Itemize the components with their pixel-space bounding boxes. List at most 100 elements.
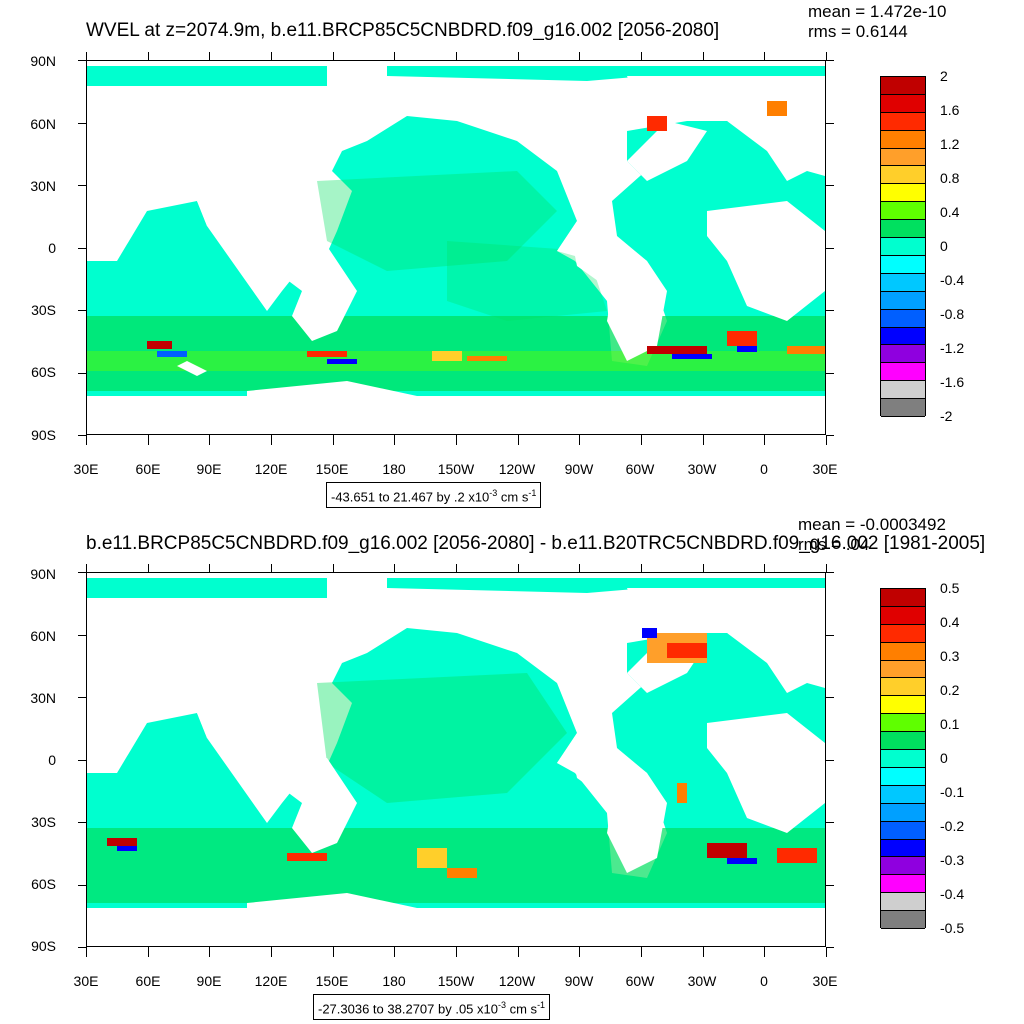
x-tick bbox=[826, 52, 827, 60]
y-tick bbox=[826, 822, 834, 823]
legend-swatch bbox=[881, 857, 925, 876]
y-tick bbox=[826, 248, 834, 249]
legend-swatch bbox=[881, 273, 925, 292]
legend-label: 0.5 bbox=[940, 580, 960, 596]
x-tick bbox=[641, 435, 642, 445]
lon-label: 60W bbox=[625, 973, 655, 989]
y-tick bbox=[826, 572, 834, 573]
lon-label: 120E bbox=[254, 973, 288, 989]
y-tick bbox=[826, 310, 834, 311]
legend-label: -0.5 bbox=[940, 920, 965, 936]
legend-label: 0.3 bbox=[940, 648, 960, 664]
legend-label: 0 bbox=[940, 750, 948, 766]
x-tick bbox=[209, 435, 210, 445]
legend-label: -1.2 bbox=[940, 340, 965, 356]
units-exponent: -1 bbox=[528, 488, 537, 498]
legend-swatch bbox=[881, 77, 925, 95]
x-tick bbox=[333, 435, 334, 445]
legend-swatch bbox=[881, 696, 925, 715]
y-tick bbox=[826, 635, 834, 636]
legend-swatch bbox=[881, 345, 925, 364]
legend-swatch bbox=[881, 589, 925, 607]
legend-swatch bbox=[881, 238, 925, 256]
lat-label: 60N bbox=[30, 116, 56, 132]
lat-label: 30N bbox=[30, 178, 56, 194]
x-tick bbox=[333, 564, 334, 572]
x-tick bbox=[579, 52, 580, 60]
x-tick bbox=[333, 947, 334, 957]
y-tick bbox=[78, 885, 86, 886]
x-tick bbox=[271, 435, 272, 445]
contour-exponent: -3 bbox=[497, 1000, 506, 1010]
legend-swatch bbox=[881, 291, 925, 310]
x-tick bbox=[826, 435, 827, 445]
lat-label: 90S bbox=[31, 938, 56, 954]
lon-label: 150W bbox=[437, 973, 475, 989]
legend-swatch bbox=[881, 911, 925, 929]
ocean-field-plot bbox=[87, 578, 825, 946]
x-tick bbox=[209, 947, 210, 957]
lat-label: 90N bbox=[30, 53, 56, 69]
legend-label: -0.4 bbox=[940, 272, 965, 288]
legend-swatch bbox=[881, 184, 925, 203]
legend-swatch bbox=[881, 363, 925, 382]
lon-label: 60E bbox=[135, 461, 161, 477]
x-tick bbox=[826, 947, 827, 957]
lon-label: 120W bbox=[498, 973, 536, 989]
y-tick bbox=[78, 185, 86, 186]
y-tick bbox=[78, 697, 86, 698]
legend-swatch bbox=[881, 166, 925, 185]
x-tick bbox=[394, 947, 395, 957]
legend-label: -2 bbox=[940, 408, 953, 424]
legend-swatch bbox=[881, 112, 925, 131]
legend-label: 1.6 bbox=[940, 102, 960, 118]
legend-swatch bbox=[881, 893, 925, 912]
y-tick bbox=[78, 435, 86, 436]
legend-swatch bbox=[881, 130, 925, 149]
legend-swatch bbox=[881, 750, 925, 768]
x-tick bbox=[394, 435, 395, 445]
x-tick bbox=[703, 947, 704, 957]
y-tick bbox=[78, 60, 86, 61]
legend-swatch bbox=[881, 732, 925, 751]
legend-label: 1.2 bbox=[940, 136, 960, 152]
legend-swatch bbox=[881, 255, 925, 274]
x-tick bbox=[456, 435, 457, 445]
x-tick bbox=[826, 564, 827, 572]
y-tick bbox=[826, 185, 834, 186]
y-tick bbox=[78, 635, 86, 636]
legend-swatch bbox=[881, 875, 925, 894]
y-tick bbox=[826, 697, 834, 698]
x-tick bbox=[703, 564, 704, 572]
x-tick bbox=[271, 564, 272, 572]
lon-label: 30E bbox=[812, 461, 838, 477]
contour-info-box: -43.651 to 21.467 by .2 x10-3 cm s-1 bbox=[326, 482, 542, 509]
x-tick bbox=[579, 435, 580, 445]
lat-label: 30N bbox=[30, 690, 56, 706]
mean-value: mean = 1.472e-10 bbox=[808, 2, 947, 21]
legend-swatch bbox=[881, 714, 925, 733]
legend-swatch bbox=[881, 839, 925, 858]
x-tick bbox=[86, 52, 87, 60]
x-tick bbox=[271, 52, 272, 60]
x-tick bbox=[86, 564, 87, 572]
x-tick bbox=[394, 52, 395, 60]
legend-swatch bbox=[881, 821, 925, 840]
x-tick bbox=[518, 435, 519, 445]
lat-label: 60S bbox=[31, 876, 56, 892]
y-tick bbox=[78, 760, 86, 761]
legend-swatch bbox=[881, 660, 925, 679]
legend-label: -0.3 bbox=[940, 852, 965, 868]
legend-label: -0.1 bbox=[940, 784, 965, 800]
y-tick bbox=[826, 435, 834, 436]
x-tick bbox=[148, 435, 149, 445]
y-tick bbox=[78, 572, 86, 573]
legend-label: 0.4 bbox=[940, 614, 960, 630]
y-tick bbox=[826, 947, 834, 948]
lat-label: 30S bbox=[31, 302, 56, 318]
x-tick bbox=[86, 435, 87, 445]
contour-units: cm s bbox=[506, 1001, 538, 1017]
lon-label: 30E bbox=[73, 973, 99, 989]
x-tick bbox=[518, 947, 519, 957]
lon-label: 150E bbox=[315, 973, 349, 989]
